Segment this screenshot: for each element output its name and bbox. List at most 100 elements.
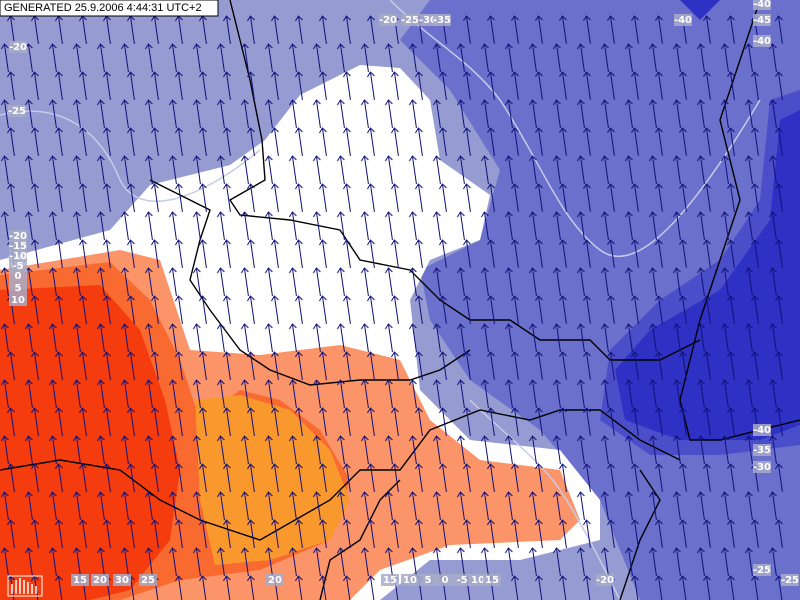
wind-arrow: [145, 267, 153, 297]
wind-arrow: [583, 183, 591, 213]
wind-arrow: [625, 323, 633, 353]
wind-arrow: [103, 295, 111, 325]
wind-arrow: [439, 127, 447, 157]
wind-arrow: [48, 379, 57, 409]
wind-arrow: [0, 547, 9, 577]
wind-arrow: [553, 379, 561, 409]
contour-label-box: [139, 574, 157, 586]
wind-arrow: [169, 99, 177, 129]
wind-arrow: [745, 267, 753, 297]
wind-arrow: [199, 407, 207, 437]
wind-arrow: [223, 295, 231, 325]
wind-arrow: [457, 43, 465, 73]
wind-arrow: [337, 323, 345, 353]
wind-arrow: [409, 155, 417, 185]
wind-arrow: [631, 407, 639, 437]
wind-arrow: [175, 71, 183, 101]
contour-label-box: [91, 574, 109, 586]
wind-arrow: [697, 323, 705, 353]
wind-arrow: [415, 519, 423, 549]
contour-label-box: [71, 574, 89, 586]
wind-arrow: [265, 547, 273, 577]
wind-arrow: [727, 127, 735, 157]
wind-arrow: [457, 155, 465, 185]
wind-arrow: [679, 351, 687, 381]
wind-arrow: [385, 491, 393, 521]
wind-arrow: [271, 519, 279, 549]
wind-arrow: [553, 435, 561, 465]
wind-arrow: [457, 547, 465, 577]
wind-arrow: [703, 127, 711, 157]
contour-label: -25: [401, 15, 419, 26]
wind-arrow: [409, 99, 417, 129]
wind-arrow: [655, 519, 663, 549]
wind-arrow: [559, 575, 567, 600]
wind-arrow: [265, 267, 273, 297]
wind-arrow: [775, 407, 783, 437]
wind-arrow: [271, 15, 279, 45]
wind-arrow: [313, 155, 321, 185]
wind-arrow: [193, 43, 201, 73]
wind-arrow: [577, 323, 585, 353]
coldest-region: [615, 110, 800, 440]
wind-arrow: [727, 463, 735, 493]
wind-arrow: [409, 267, 417, 297]
wind-arrow: [745, 99, 753, 129]
wind-arrow: [655, 463, 663, 493]
wind-arrow: [241, 323, 249, 353]
border: [149, 179, 471, 386]
wind-arrow: [175, 127, 183, 157]
wind-arrow: [721, 43, 729, 73]
wind-arrow: [481, 491, 489, 521]
wind-arrow: [319, 71, 327, 101]
border: [229, 0, 701, 361]
wind-arrow: [679, 575, 687, 600]
wind-arrow: [535, 15, 543, 45]
wind-arrow: [511, 295, 519, 325]
wind-arrow: [103, 407, 111, 437]
wind-arrow: [535, 183, 543, 213]
wind-arrow: [703, 295, 711, 325]
wind-arrow: [529, 267, 537, 297]
wind-arrow: [54, 519, 63, 549]
wind-arrow: [247, 183, 255, 213]
wind-arrow: [385, 43, 393, 73]
wind-arrow: [48, 323, 57, 353]
wind-arrow: [6, 463, 15, 493]
wind-arrow: [433, 323, 441, 353]
wind-arrow: [721, 379, 729, 409]
wind-arrow: [391, 71, 399, 101]
wind-arrow: [727, 15, 735, 45]
wind-arrow: [529, 99, 537, 129]
wind-arrow: [241, 491, 249, 521]
wind-arrow: [559, 519, 567, 549]
wind-arrow: [151, 407, 159, 437]
wind-arrow: [751, 351, 759, 381]
wind-arrow: [511, 15, 519, 45]
wind-arrow: [72, 211, 81, 241]
wind-arrow: [169, 155, 177, 185]
wind-arrow: [721, 491, 729, 521]
wind-arrow: [559, 239, 567, 269]
wind-arrow: [289, 211, 297, 241]
wind-arrow: [361, 267, 369, 297]
wind-arrow: [385, 435, 393, 465]
wind-arrow: [439, 351, 447, 381]
wind-arrow: [697, 547, 705, 577]
wind-arrow: [121, 267, 129, 297]
wind-arrow: [535, 519, 543, 549]
wind-arrow: [775, 71, 783, 101]
wind-arrow: [409, 323, 417, 353]
wind-arrow: [151, 71, 159, 101]
wind-arrow: [247, 351, 255, 381]
wind-arrow: [463, 407, 471, 437]
wind-arrow: [697, 379, 705, 409]
wind-arrow: [319, 15, 327, 45]
wind-arrow: [457, 211, 465, 241]
wind-arrow: [271, 71, 279, 101]
wind-arrow: [127, 71, 135, 101]
wind-arrow: [487, 407, 495, 437]
wind-arrow: [481, 211, 489, 241]
wind-arrow: [433, 267, 441, 297]
wind-arrow: [367, 463, 375, 493]
